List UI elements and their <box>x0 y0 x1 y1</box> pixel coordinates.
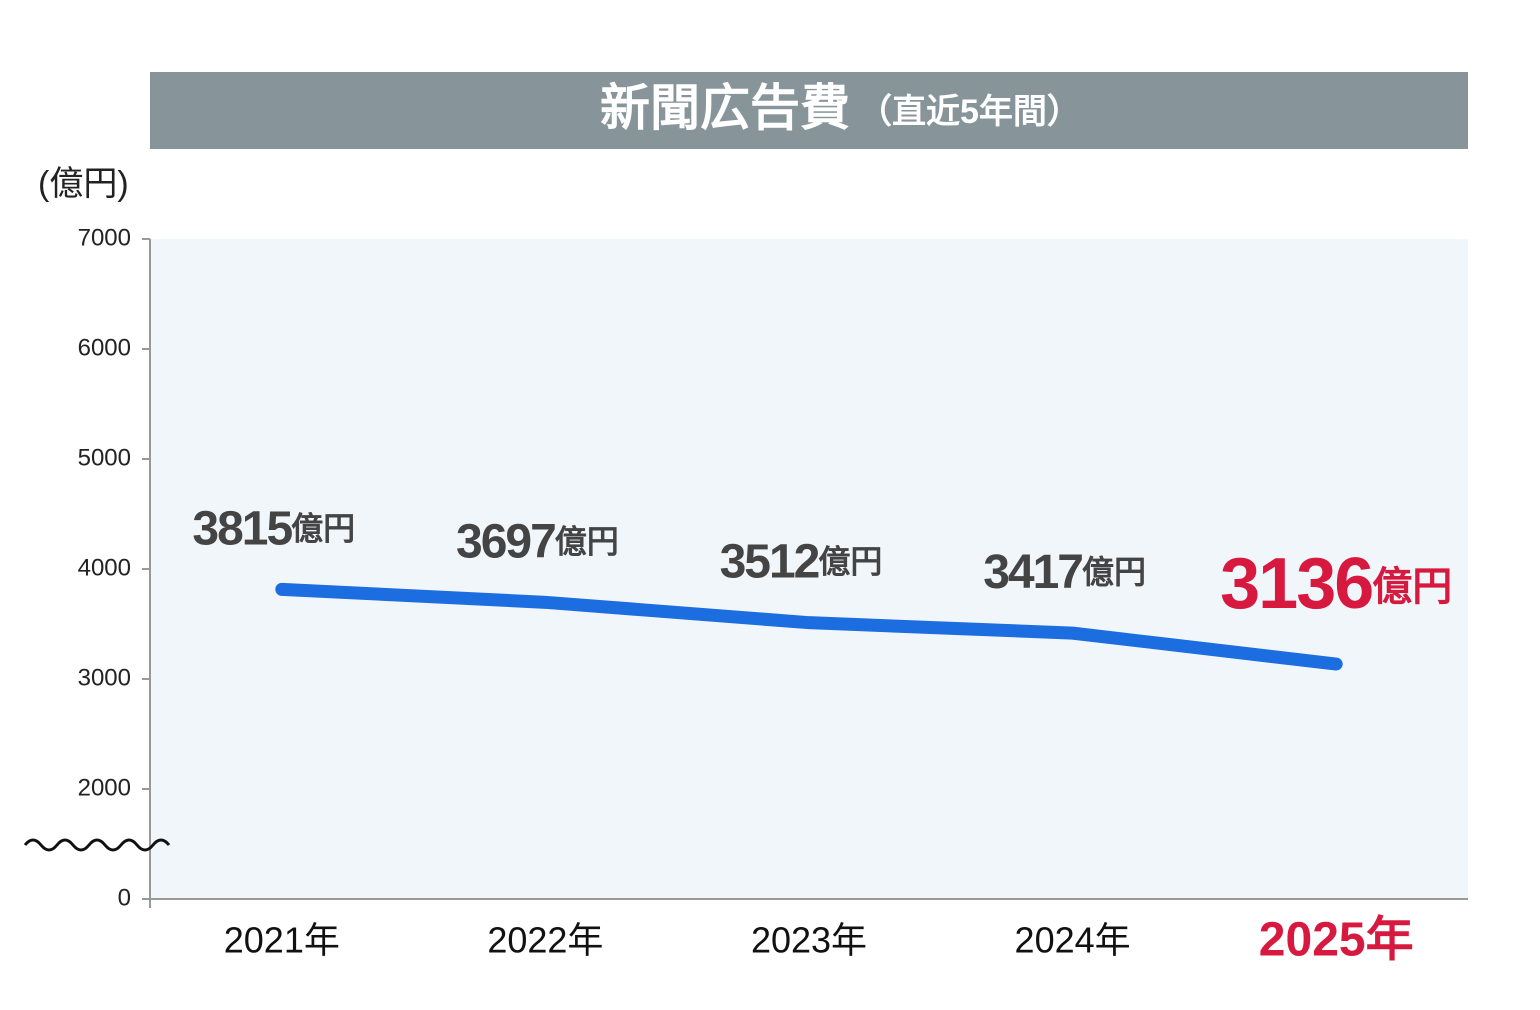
y-axis-label: (億円) <box>38 165 129 203</box>
data-line <box>275 582 1343 671</box>
x-tick-label: 2021年 <box>224 920 340 961</box>
y-tick-label: 6000 <box>78 334 131 361</box>
x-tick-label: 2022年 <box>487 920 603 961</box>
data-label: 3697億円 <box>456 515 619 568</box>
axis-break <box>23 838 171 852</box>
data-label: 3815億円 <box>192 502 355 555</box>
y-tick-label: 7000 <box>78 224 131 251</box>
y-tick-label: 0 <box>118 884 131 911</box>
x-tick-label: 2024年 <box>1015 920 1131 961</box>
x-tick-label: 2023年 <box>751 920 867 961</box>
data-label: 3136億円 <box>1220 544 1452 624</box>
data-label: 3417億円 <box>983 546 1146 599</box>
chart-subtitle: （直近5年間） <box>858 92 1081 131</box>
x-tick-label: 2025年 <box>1259 914 1414 967</box>
y-tick-label: 3000 <box>78 664 131 691</box>
plot-area <box>150 239 1468 899</box>
y-tick-label: 4000 <box>78 554 131 581</box>
y-tick-label: 5000 <box>78 444 131 471</box>
data-label: 3512億円 <box>720 535 883 588</box>
chart-title: 新聞広告費 <box>600 80 850 136</box>
title-bar <box>150 72 1468 149</box>
y-tick-label: 2000 <box>78 774 131 801</box>
